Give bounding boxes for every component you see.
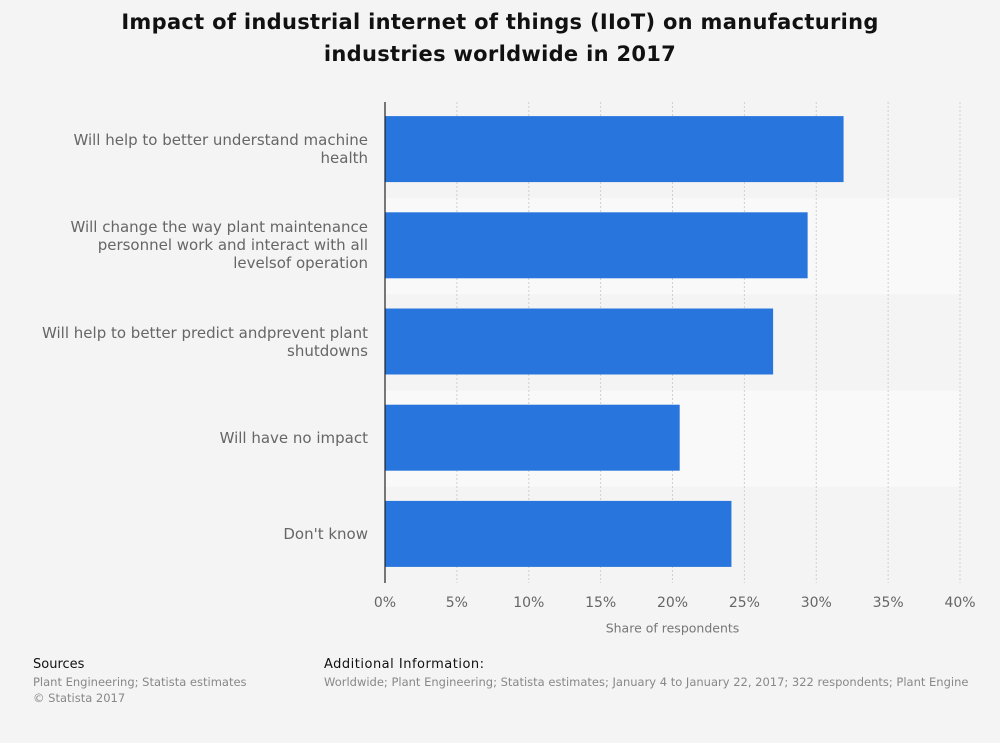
y-tick-label: Will help to better understand machine h…: [73, 131, 368, 168]
x-tick-label: 0%: [374, 595, 396, 611]
x-tick-label: 30%: [801, 595, 832, 611]
bar: [385, 500, 732, 567]
info-text: Worldwide; Plant Engineering; Statista e…: [324, 675, 969, 689]
x-tick-label: 25%: [729, 595, 760, 611]
y-tick-label: Will help to better predict andprevent p…: [42, 323, 368, 360]
info-title: Additional Information:: [324, 657, 485, 672]
source-line: © Statista 2017: [33, 691, 126, 705]
x-tick-label: 10%: [513, 595, 544, 611]
sources-title: Sources: [33, 657, 85, 672]
y-tick-label: Will change the way plant maintenance pe…: [70, 218, 368, 273]
chart-title: Impact of industrial internet of things …: [121, 10, 879, 66]
x-tick-label: 20%: [657, 595, 688, 611]
x-tick-label: 5%: [446, 595, 468, 611]
x-tick-label: 40%: [944, 595, 975, 611]
bar: [385, 212, 808, 279]
bar: [385, 404, 680, 471]
y-tick-label: Don't know: [283, 524, 368, 543]
bar: [385, 308, 774, 375]
y-tick-label: Will have no impact: [219, 428, 368, 447]
source-line: Plant Engineering; Statista estimates: [33, 675, 247, 689]
x-tick-label: 35%: [873, 595, 904, 611]
x-tick-label: 15%: [585, 595, 616, 611]
bar: [385, 116, 844, 183]
x-axis-title: Share of respondents: [606, 621, 740, 636]
